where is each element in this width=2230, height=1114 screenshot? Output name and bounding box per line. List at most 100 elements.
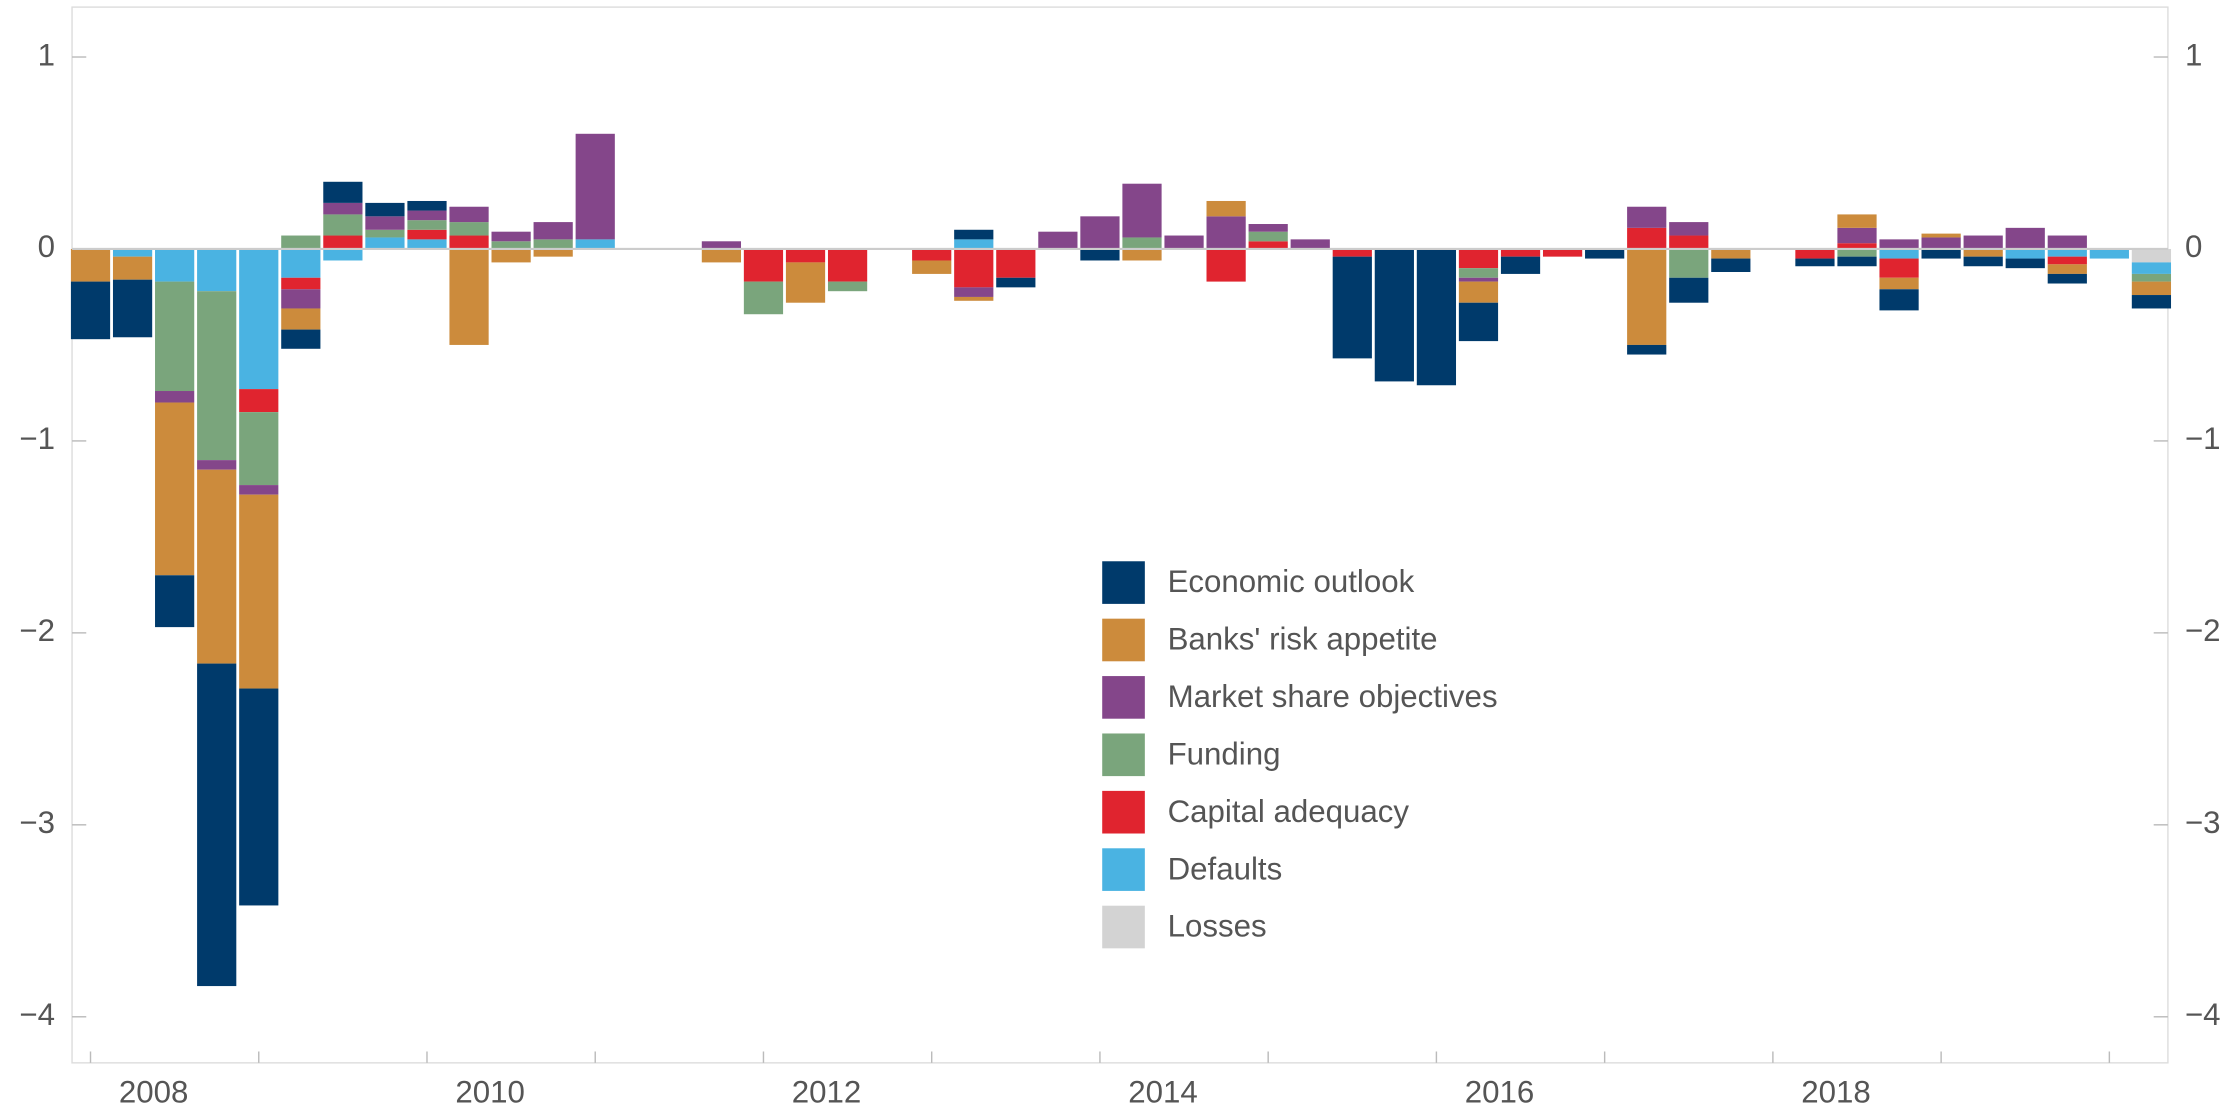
legend-swatch	[1102, 790, 1145, 834]
bar-segment	[239, 412, 279, 486]
bar-segment	[954, 296, 994, 301]
bar-segment	[197, 291, 237, 461]
y2-tick-label: −1	[2185, 421, 2221, 456]
bar-segment	[954, 229, 994, 240]
bar-segment	[1711, 258, 1751, 272]
bar-segment	[239, 248, 279, 390]
bar-segment	[1837, 243, 1877, 249]
bar-segment	[112, 279, 153, 338]
bar-segment	[1921, 233, 1961, 238]
bar-segment	[1248, 224, 1288, 232]
bar-segment	[155, 402, 195, 576]
legend-swatch	[1102, 618, 1145, 662]
legend-label: Defaults	[1168, 851, 1283, 886]
plot-frame	[71, 6, 2169, 1064]
bar-segment	[1669, 235, 1709, 249]
bar-segment	[1500, 248, 1541, 257]
bar-segment	[1627, 248, 1667, 345]
y2-tick-label: 0	[2185, 229, 2202, 264]
bar-segment	[2047, 248, 2087, 257]
bar-segment	[1669, 248, 1709, 278]
bar-segment	[323, 214, 363, 236]
bar-segment	[197, 460, 237, 470]
bar-segment	[407, 220, 447, 230]
bar-segment	[954, 248, 994, 288]
bar-segment	[1458, 268, 1499, 278]
bar-segment	[785, 248, 826, 263]
bar-segment	[155, 391, 195, 403]
bar-segment	[1795, 248, 1835, 259]
bar-segment	[449, 248, 489, 345]
bar-segment	[1669, 222, 1709, 236]
x-tick-label: 2018	[1801, 1074, 1871, 1109]
bar-segment	[996, 248, 1036, 278]
bar-segment	[785, 262, 826, 303]
bar-segment	[533, 248, 573, 257]
bar-segment	[701, 241, 742, 249]
bar-segment	[2005, 258, 2045, 269]
bar-segment	[1627, 227, 1667, 249]
bar-segment	[1879, 248, 1919, 259]
bar-segment	[1416, 248, 1457, 386]
bar-segment	[1879, 289, 1919, 311]
legend-swatch	[1102, 561, 1145, 604]
legend-swatch	[1102, 676, 1145, 719]
bar-segment	[1585, 248, 1625, 259]
legend-label: Banks' risk appetite	[1168, 622, 1438, 657]
bar-segment	[2131, 262, 2172, 274]
bar-segment	[449, 206, 489, 223]
bar-segment	[1963, 256, 2003, 267]
bar-segment	[197, 663, 237, 987]
legend-label: Funding	[1168, 736, 1281, 771]
bar-segment	[1290, 239, 1330, 249]
bar-segment	[239, 688, 279, 906]
bar-segment	[365, 216, 405, 230]
x-tick-label: 2012	[792, 1074, 862, 1109]
bar-segment	[155, 575, 195, 628]
bar-segment	[2047, 273, 2087, 284]
bar-segment	[155, 281, 195, 392]
bar-segment	[449, 222, 489, 236]
bar-segment	[954, 287, 994, 297]
bar-segment	[1500, 256, 1541, 274]
x-tick-label: 2010	[455, 1074, 525, 1109]
bar-segment	[954, 239, 994, 249]
legend-label: Economic outlook	[1168, 564, 1415, 599]
bar-segment	[533, 222, 573, 240]
bar-segment	[1458, 302, 1499, 342]
bar-segment	[491, 231, 531, 242]
bar-segment	[323, 235, 363, 249]
x-tick-label: 2014	[1128, 1074, 1198, 1109]
bar-segment	[1164, 235, 1204, 249]
bar-segment	[1332, 248, 1372, 257]
bar-segment	[281, 235, 321, 249]
bar-segment	[1921, 248, 1961, 259]
bar-segment	[2131, 273, 2172, 282]
bar-segment	[2005, 227, 2045, 249]
bar-segment	[1837, 256, 1877, 267]
bar-segment	[1248, 231, 1288, 242]
bar-segment	[407, 229, 447, 240]
bar-segment	[365, 202, 405, 217]
bar-segment	[1837, 214, 1877, 228]
bar-segment	[1458, 248, 1499, 269]
bar-segment	[323, 248, 363, 261]
bar-segment	[197, 469, 237, 664]
bar-segment	[281, 248, 321, 278]
y2-tick-label: −4	[2185, 997, 2221, 1032]
bar-segment	[2089, 248, 2129, 259]
bar-segment	[1080, 216, 1120, 249]
bar-segment	[996, 277, 1036, 288]
legend-swatch	[1102, 733, 1145, 777]
bar-segment	[1206, 216, 1246, 249]
y2-tick-label: −3	[2185, 805, 2221, 840]
bar-segment	[323, 202, 363, 215]
y-tick-label: −4	[19, 997, 55, 1032]
bar-segment	[112, 248, 153, 257]
bar-segment	[1458, 281, 1499, 303]
bar-segment	[281, 329, 321, 349]
bar-segment	[1122, 237, 1162, 249]
bar-segment	[1711, 248, 1751, 259]
bar-segment	[2005, 248, 2045, 259]
bar-segment	[701, 248, 742, 263]
